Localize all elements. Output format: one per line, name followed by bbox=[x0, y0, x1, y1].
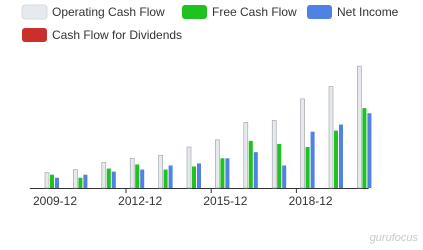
bar bbox=[73, 169, 78, 189]
bar bbox=[140, 169, 145, 188]
bar bbox=[50, 174, 54, 188]
bar bbox=[215, 139, 220, 189]
legend-swatch bbox=[22, 28, 47, 42]
bar bbox=[362, 108, 367, 188]
legend-swatch bbox=[307, 5, 332, 19]
bar bbox=[339, 124, 343, 188]
legend-swatch bbox=[21, 4, 48, 20]
bar bbox=[253, 152, 258, 188]
legend-label: Operating Cash Flow bbox=[52, 5, 165, 19]
bar bbox=[106, 168, 111, 188]
x-tick-label: 2009-12 bbox=[33, 194, 77, 208]
bar bbox=[277, 143, 282, 188]
bar bbox=[158, 154, 163, 189]
bar bbox=[300, 98, 305, 189]
bar bbox=[271, 120, 277, 189]
bar bbox=[225, 158, 230, 188]
bar bbox=[78, 177, 83, 188]
bar bbox=[328, 86, 334, 189]
bar bbox=[243, 122, 249, 189]
bar bbox=[248, 140, 253, 188]
bar bbox=[135, 164, 140, 188]
bar bbox=[163, 169, 168, 188]
watermark: gurufocus bbox=[370, 232, 419, 244]
legend-label: Cash Flow for Dividends bbox=[52, 28, 182, 42]
legend-label: Free Cash Flow bbox=[212, 5, 297, 19]
legend-label: Net Income bbox=[337, 5, 399, 19]
bar bbox=[168, 165, 173, 188]
bar bbox=[192, 166, 196, 188]
bar bbox=[220, 158, 225, 188]
bar bbox=[111, 171, 116, 188]
bar bbox=[305, 147, 310, 188]
bar bbox=[310, 131, 315, 188]
bar bbox=[186, 146, 192, 189]
bar bbox=[367, 113, 372, 188]
bar bbox=[44, 172, 50, 189]
bar bbox=[197, 163, 201, 188]
x-tick-label: 2018-12 bbox=[289, 194, 333, 208]
x-tick-label: 2012-12 bbox=[118, 194, 162, 208]
bar bbox=[55, 177, 59, 188]
bar bbox=[83, 174, 88, 188]
bar bbox=[334, 130, 338, 188]
bar bbox=[101, 162, 107, 189]
legend-swatch bbox=[182, 5, 207, 19]
x-tick-label: 2015-12 bbox=[203, 194, 247, 208]
bar bbox=[357, 65, 362, 189]
bar bbox=[129, 158, 135, 189]
bar bbox=[282, 165, 287, 188]
